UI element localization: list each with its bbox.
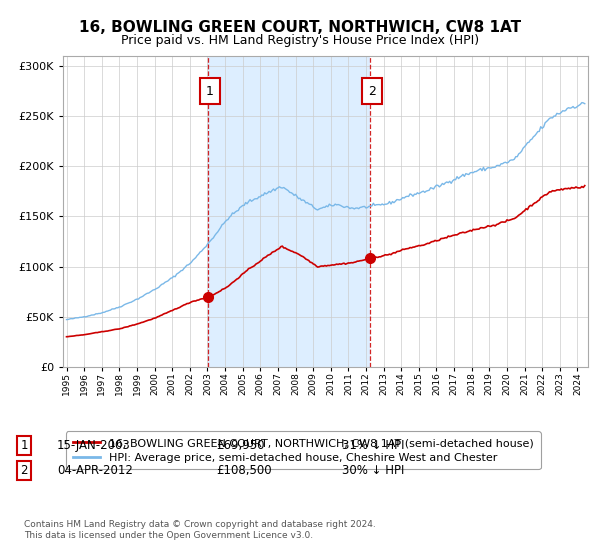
Text: 16, BOWLING GREEN COURT, NORTHWICH, CW8 1AT: 16, BOWLING GREEN COURT, NORTHWICH, CW8 … xyxy=(79,20,521,35)
FancyBboxPatch shape xyxy=(200,78,220,104)
Text: 15-JAN-2003: 15-JAN-2003 xyxy=(57,438,131,452)
Legend: 16, BOWLING GREEN COURT, NORTHWICH, CW8 1AT (semi-detached house), HPI: Average : 16, BOWLING GREEN COURT, NORTHWICH, CW8 … xyxy=(66,431,541,469)
Text: Contains HM Land Registry data © Crown copyright and database right 2024.
This d: Contains HM Land Registry data © Crown c… xyxy=(24,520,376,540)
Text: 1: 1 xyxy=(20,438,28,452)
Bar xyxy=(208,56,370,367)
Text: 30% ↓ HPI: 30% ↓ HPI xyxy=(342,464,404,477)
Text: 1: 1 xyxy=(206,85,214,97)
Text: 2: 2 xyxy=(20,464,28,477)
Text: £69,950: £69,950 xyxy=(216,438,265,452)
Text: 31% ↓ HPI: 31% ↓ HPI xyxy=(342,438,404,452)
FancyBboxPatch shape xyxy=(362,78,382,104)
Text: £108,500: £108,500 xyxy=(216,464,272,477)
Text: Price paid vs. HM Land Registry's House Price Index (HPI): Price paid vs. HM Land Registry's House … xyxy=(121,34,479,46)
Text: 2: 2 xyxy=(368,85,376,97)
Text: 04-APR-2012: 04-APR-2012 xyxy=(57,464,133,477)
